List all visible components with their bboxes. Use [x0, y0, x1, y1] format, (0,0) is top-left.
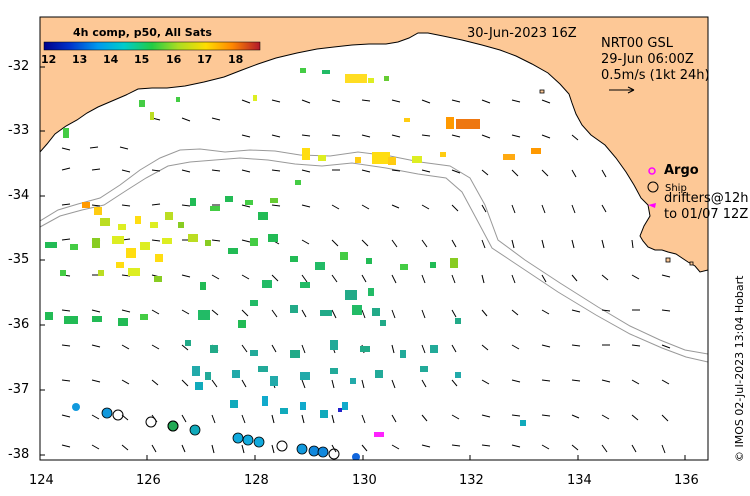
- x-tick-label: 136: [674, 473, 699, 488]
- imos-credit: © IMOS 02-Jul-2023 13:04 Hobart: [733, 275, 746, 462]
- colorbar-tick: 18: [228, 53, 244, 66]
- x-tick-label: 128: [244, 473, 269, 488]
- y-tick-label: -37: [8, 382, 30, 397]
- product-time: 29-Jun 06:00Z: [601, 52, 694, 67]
- y-tick-label: -34: [8, 188, 30, 203]
- drifters-label: drifters@12h: [664, 191, 749, 206]
- x-tick-label: 126: [136, 473, 161, 488]
- coastal-islands: [539, 89, 694, 266]
- x-tick-label: 130: [352, 473, 377, 488]
- x-tick-label: 124: [29, 473, 54, 488]
- x-tick-label: 132: [459, 473, 484, 488]
- colorbar-tick: 12: [41, 53, 57, 66]
- product-scale: 0.5m/s (1kt 24h): [601, 68, 710, 83]
- drifter-legend-icon: [648, 203, 656, 208]
- colorbar-title: 4h comp, p50, All Sats: [73, 26, 212, 39]
- argo-floats: [72, 403, 360, 460]
- y-tick-label: -38: [8, 447, 30, 462]
- argo-legend-icon: [648, 167, 656, 175]
- colorbar-tick: 16: [166, 53, 182, 66]
- colorbar-tick: 17: [197, 53, 213, 66]
- x-tick-label: 134: [567, 473, 592, 488]
- drifters-time-label: to 01/07 12Z: [664, 207, 749, 222]
- colorbar-tick: 14: [103, 53, 119, 66]
- axis-ticks: [39, 66, 686, 460]
- ship-legend-icon: [647, 181, 659, 193]
- colorbar-tick: 13: [72, 53, 88, 66]
- ship-label: Ship: [665, 183, 687, 194]
- land-mass: [40, 17, 708, 273]
- current-vectors: [61, 99, 671, 454]
- y-tick-label: -33: [8, 123, 30, 138]
- y-tick-label: -32: [8, 59, 30, 74]
- ship-positions: [112, 409, 340, 460]
- argo-label: Argo: [664, 163, 699, 178]
- y-tick-label: -36: [8, 317, 30, 332]
- plot-frame: [39, 16, 709, 461]
- slope-contour: [40, 157, 708, 363]
- sst-patches: [45, 68, 541, 437]
- product-name: NRT00 GSL: [601, 36, 673, 51]
- colorbar-tick: 15: [134, 53, 150, 66]
- map-datetime: 30-Jun-2023 16Z: [467, 26, 577, 41]
- shelf-contour: [40, 148, 708, 355]
- scale-arrow-icon: [609, 86, 635, 94]
- y-tick-label: -35: [8, 252, 30, 267]
- colorbar-gradient: [43, 41, 261, 51]
